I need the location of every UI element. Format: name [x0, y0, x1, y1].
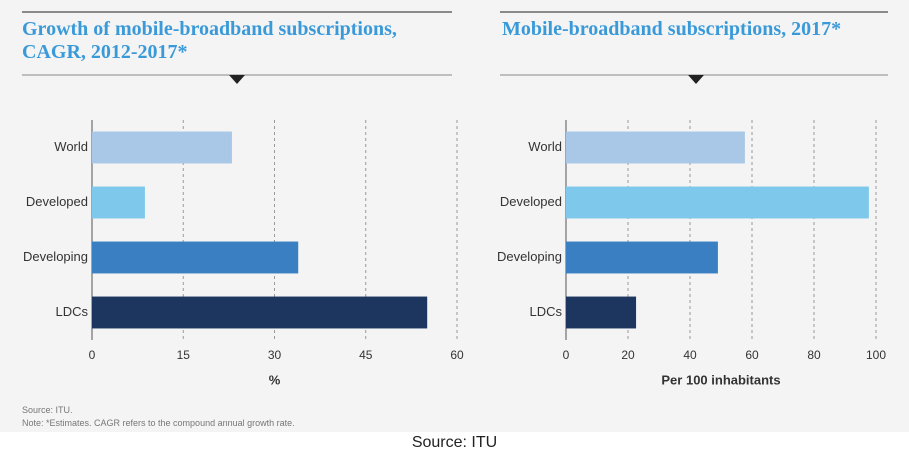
x-tick-label: 100	[866, 348, 886, 362]
note: Note: *Estimates. CAGR refers to the com…	[22, 418, 295, 428]
bar	[566, 296, 637, 329]
y-tick-label: Developed	[26, 194, 88, 209]
pointer	[688, 75, 704, 84]
source: Source: ITU.	[22, 405, 73, 415]
bar	[92, 296, 428, 329]
y-tick-label: World	[54, 139, 88, 154]
x-tick-label: 0	[89, 348, 96, 362]
x-tick-label: 60	[745, 348, 759, 362]
bar	[566, 241, 718, 274]
y-tick-label: Developing	[23, 249, 88, 264]
x-tick-label: 45	[359, 348, 373, 362]
y-tick-label: LDCs	[529, 304, 562, 319]
x-axis-title: Per 100 inhabitants	[661, 372, 780, 387]
y-tick-label: Developing	[497, 249, 562, 264]
x-tick-label: 15	[177, 348, 191, 362]
x-tick-label: 0	[563, 348, 570, 362]
x-tick-label: 80	[807, 348, 821, 362]
y-tick-label: LDCs	[55, 304, 88, 319]
x-tick-label: 40	[683, 348, 697, 362]
x-tick-label: 30	[268, 348, 282, 362]
x-tick-label: 20	[621, 348, 635, 362]
chart-title: Mobile-broadband subscriptions, 2017*	[502, 18, 842, 40]
caption: Source: ITU	[411, 434, 498, 451]
y-tick-label: World	[528, 139, 562, 154]
bar	[92, 186, 145, 219]
bar	[566, 186, 869, 219]
bar	[92, 131, 232, 164]
charts: 0 15 30 45 60% World Developed Developing LDCs 0 2…	[22, 11, 888, 387]
pointer	[229, 75, 245, 84]
x-axis-title: %	[269, 372, 281, 387]
bar	[566, 131, 745, 164]
x-tick-label: 60	[450, 348, 464, 362]
chart-title: Growth of mobile-broadband subscriptions…	[22, 18, 397, 63]
bar	[92, 241, 299, 274]
y-tick-label: Developed	[500, 194, 562, 209]
